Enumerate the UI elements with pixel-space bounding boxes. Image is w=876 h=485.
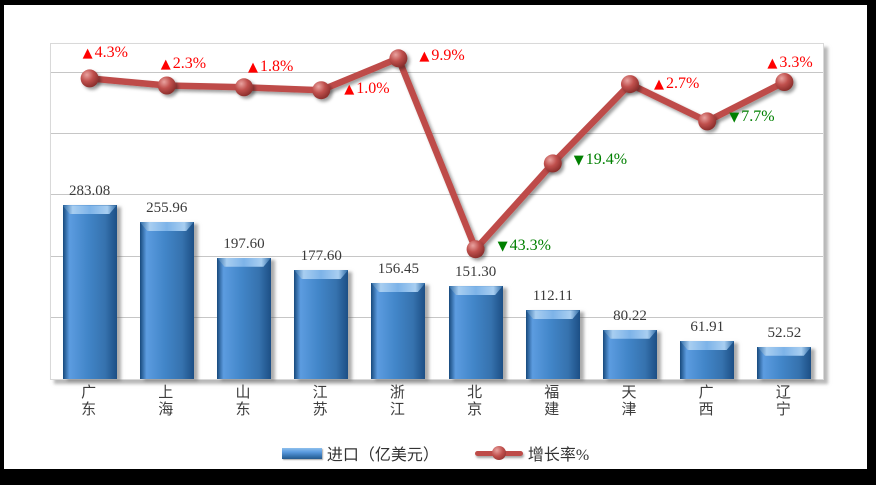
legend: 进口（亿美元） 增长率% — [4, 441, 867, 465]
bar-山东 — [217, 257, 271, 379]
category-label-江苏: 江 苏 — [312, 385, 328, 418]
growth-label: ▲ 3.3% — [767, 53, 813, 71]
triangle-up-icon: ▲ — [344, 82, 355, 98]
triangle-down-icon: ▼ — [497, 239, 508, 255]
category-label-北京: 北 京 — [467, 385, 483, 418]
growth-label: ▲ 4.3% — [82, 44, 128, 62]
bar-value-label: 151.30 — [454, 264, 497, 281]
line-ball-icon — [491, 446, 506, 460]
bar-value-label: 177.60 — [300, 248, 342, 265]
category-label-广东: 广 东 — [81, 385, 97, 418]
legend-item-growth: 增长率% — [474, 441, 590, 465]
triangle-up-icon: ▲ — [419, 49, 430, 65]
bar-广东 — [62, 205, 117, 379]
legend-label-imports: 进口（亿美元） — [326, 447, 439, 464]
category-label-浙江: 浙 江 — [389, 385, 405, 418]
chart-canvas: 283.08 255.96 197.60 177.60 156.45 151.30 112.… — [4, 5, 867, 469]
triangle-up-icon: ▲ — [767, 55, 778, 71]
category-label-天津: 天 津 — [621, 385, 637, 418]
category-label-广西: 广 西 — [698, 385, 714, 418]
gridline — [51, 133, 823, 135]
category-label-福建: 福 建 — [544, 385, 560, 418]
bar-天津 — [603, 329, 657, 379]
bar-广西 — [680, 341, 735, 379]
growth-label: ▼ 19.4% — [573, 151, 628, 169]
bar-浙江 — [371, 283, 426, 379]
growth-line-layer — [80, 49, 794, 259]
bar-江苏 — [294, 270, 349, 379]
plot-area: 283.08 255.96 197.60 177.60 156.45 151.30 112.… — [50, 43, 824, 380]
bar-value-label: 112.11 — [532, 288, 573, 305]
triangle-up-icon: ▲ — [160, 56, 171, 72]
line-marker-icon — [474, 446, 523, 460]
bar-value-label: 61.91 — [690, 319, 725, 335]
triangle-down-icon: ▼ — [729, 110, 740, 126]
legend-item-imports: 进口（亿美元） — [281, 441, 439, 465]
bar-value-label: 283.08 — [68, 183, 111, 200]
growth-line — [86, 55, 788, 253]
growth-label: ▲ 9.9% — [419, 47, 465, 65]
gridline — [51, 71, 823, 73]
gridline — [51, 317, 823, 319]
gridline — [51, 194, 823, 196]
triangle-up-icon: ▲ — [248, 60, 258, 76]
bar-value-label: 156.45 — [377, 261, 420, 277]
growth-label: ▼ 7.7% — [729, 108, 775, 126]
bar-value-label: 80.22 — [613, 307, 647, 324]
category-label-山东: 山 东 — [235, 385, 251, 418]
bar-辽宁 — [757, 346, 812, 379]
growth-label: ▲ 2.3% — [160, 54, 207, 72]
triangle-down-icon: ▼ — [573, 153, 584, 169]
legend-label-growth: 增长率% — [527, 447, 590, 464]
triangle-up-icon: ▲ — [82, 46, 93, 62]
bar-value-label: 255.96 — [146, 199, 188, 216]
bar-value-label: 52.52 — [767, 324, 802, 341]
gridline — [51, 255, 823, 257]
growth-label: ▲ 1.8% — [248, 58, 294, 76]
bar-上海 — [139, 221, 194, 379]
bar-北京 — [448, 286, 503, 379]
bar-value-label: 197.60 — [223, 235, 265, 252]
category-label-上海: 上 海 — [158, 385, 174, 418]
bar-swatch-icon — [281, 447, 322, 459]
growth-label: ▼ 43.3% — [497, 237, 551, 255]
triangle-up-icon: ▲ — [654, 77, 664, 93]
growth-label: ▲ 2.7% — [654, 75, 700, 93]
growth-label: ▲ 1.0% — [344, 80, 390, 98]
category-label-辽宁: 辽 宁 — [775, 385, 791, 418]
bar-福建 — [525, 310, 580, 379]
